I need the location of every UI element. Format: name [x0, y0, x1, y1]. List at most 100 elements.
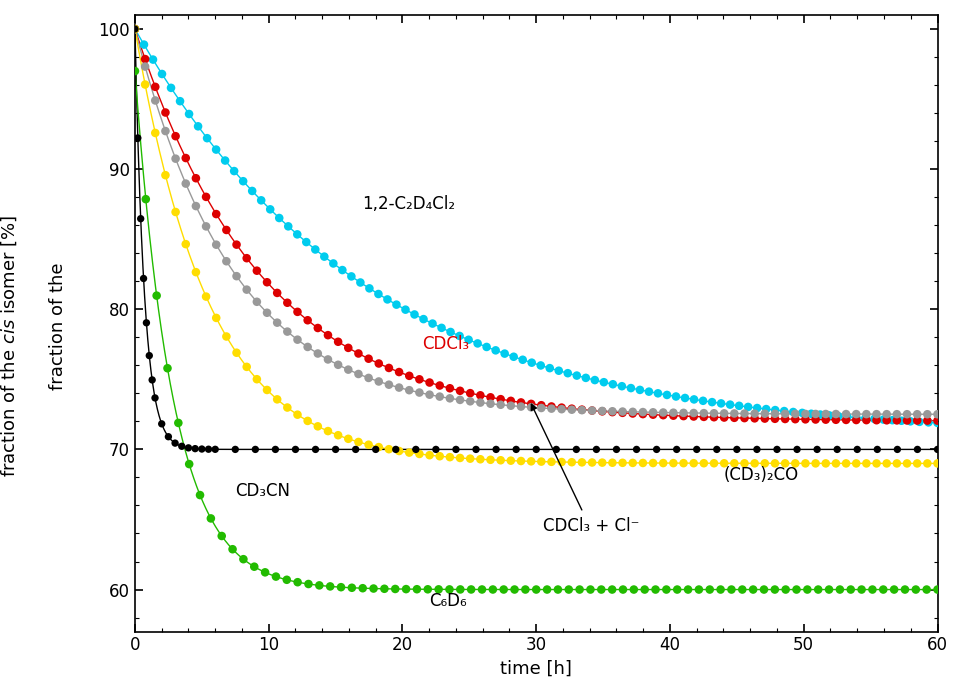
- Point: [137, 39, 152, 50]
- Point: [416, 313, 431, 324]
- Point: [859, 414, 874, 426]
- Point: [898, 584, 913, 595]
- Point: [886, 584, 901, 595]
- Point: [470, 338, 485, 349]
- Point: [564, 457, 580, 468]
- Point: [355, 583, 371, 594]
- Point: [747, 458, 763, 469]
- Point: [879, 409, 895, 420]
- Point: [391, 382, 406, 393]
- Point: [799, 584, 815, 595]
- Point: [432, 380, 448, 391]
- Point: [854, 584, 870, 595]
- Point: [574, 404, 589, 415]
- Point: [656, 457, 671, 468]
- Point: [387, 584, 403, 595]
- Point: [207, 444, 222, 455]
- Point: [930, 444, 946, 455]
- Point: [219, 256, 234, 267]
- Point: [325, 258, 341, 269]
- Point: [239, 253, 254, 264]
- Point: [249, 265, 265, 277]
- Point: [686, 407, 701, 419]
- Point: [768, 413, 783, 424]
- Point: [377, 584, 392, 595]
- Point: [408, 444, 424, 455]
- Point: [310, 348, 325, 359]
- Point: [848, 412, 864, 423]
- Point: [737, 458, 752, 469]
- Point: [686, 457, 701, 468]
- Point: [828, 408, 844, 419]
- Point: [317, 251, 332, 262]
- Point: [257, 567, 273, 578]
- Point: [737, 412, 752, 423]
- Point: [665, 407, 681, 419]
- Point: [626, 584, 641, 595]
- Point: [172, 96, 188, 107]
- Point: [706, 457, 721, 468]
- Point: [554, 403, 569, 414]
- Point: [534, 456, 549, 467]
- Point: [636, 457, 651, 468]
- Point: [422, 377, 437, 388]
- Point: [645, 457, 661, 468]
- Point: [641, 386, 657, 397]
- Point: [910, 444, 925, 455]
- Point: [247, 561, 262, 572]
- Point: [145, 54, 161, 65]
- Point: [843, 584, 858, 595]
- Point: [839, 458, 854, 469]
- Point: [587, 374, 603, 385]
- Point: [668, 391, 684, 402]
- Point: [142, 350, 157, 361]
- Point: [506, 351, 521, 362]
- Point: [239, 361, 254, 372]
- Point: [656, 410, 671, 421]
- Point: [786, 407, 801, 418]
- Point: [279, 574, 295, 586]
- Point: [633, 385, 648, 396]
- Point: [247, 444, 263, 455]
- Point: [188, 200, 203, 211]
- Point: [585, 457, 600, 468]
- Point: [188, 173, 203, 184]
- Point: [702, 584, 717, 595]
- Point: [794, 407, 810, 419]
- Point: [818, 458, 833, 469]
- Point: [515, 354, 531, 365]
- Point: [749, 403, 765, 414]
- Point: [473, 389, 488, 401]
- Point: [828, 414, 844, 426]
- Point: [259, 307, 274, 318]
- Point: [391, 367, 406, 378]
- Point: [858, 413, 873, 424]
- Point: [198, 191, 214, 202]
- Text: (CD₃)₂CO: (CD₃)₂CO: [723, 466, 798, 484]
- Point: [706, 407, 721, 419]
- Point: [596, 377, 612, 388]
- Point: [341, 364, 356, 375]
- Point: [229, 270, 245, 281]
- Point: [550, 584, 565, 595]
- Point: [201, 444, 217, 455]
- Point: [290, 577, 305, 588]
- Point: [154, 69, 169, 80]
- Text: 1,2-C₂D₄Cl₂: 1,2-C₂D₄Cl₂: [362, 195, 455, 213]
- Point: [219, 225, 234, 236]
- Point: [808, 414, 823, 425]
- Point: [249, 374, 265, 385]
- Point: [919, 584, 934, 595]
- Point: [138, 79, 153, 90]
- Point: [399, 584, 414, 595]
- Point: [867, 414, 882, 425]
- Point: [797, 458, 813, 469]
- Point: [930, 415, 946, 426]
- Point: [164, 82, 179, 94]
- Point: [507, 584, 522, 595]
- Point: [138, 53, 153, 64]
- Text: fraction of the $\it{cis}$ isomer [%]: fraction of the $\it{cis}$ isomer [%]: [0, 216, 19, 477]
- Point: [178, 178, 194, 189]
- Point: [534, 400, 549, 411]
- Point: [330, 336, 346, 347]
